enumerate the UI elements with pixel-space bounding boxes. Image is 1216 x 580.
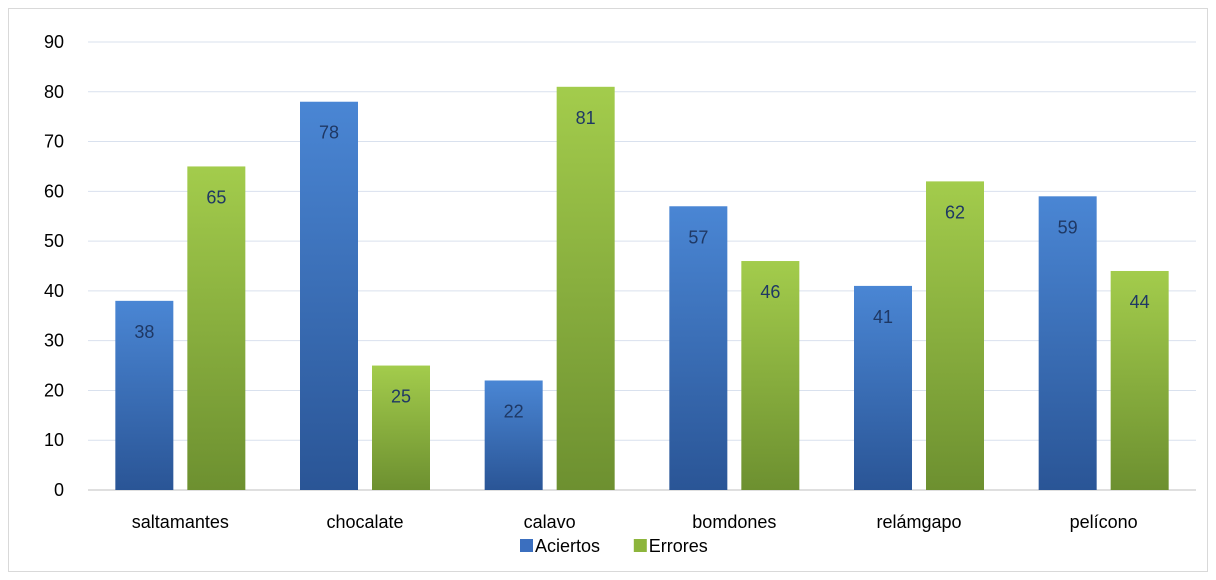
data-label: 78: [319, 123, 339, 143]
data-label: 22: [504, 401, 524, 421]
bar-aciertos: [484, 380, 543, 490]
y-tick-label: 0: [54, 480, 64, 500]
y-tick-label: 10: [44, 430, 64, 450]
data-label: 62: [945, 202, 965, 222]
data-label: 25: [391, 387, 411, 407]
bar-aciertos: [854, 285, 912, 490]
data-label: 41: [873, 307, 893, 327]
bars: [115, 86, 1169, 491]
y-tick-label: 80: [44, 82, 64, 102]
y-tick-label: 20: [44, 380, 64, 400]
legend-swatch-aciertos: [520, 539, 533, 552]
legend: Aciertos Errores: [520, 536, 708, 556]
data-label: 65: [206, 187, 226, 207]
x-axis-categories: saltamantes chocalate calavo bomdones relámg…: [132, 512, 1138, 532]
data-label: 46: [760, 282, 780, 302]
bar-aciertos: [1038, 196, 1097, 491]
bar-errores: [556, 86, 615, 491]
category-label: bomdones: [692, 512, 776, 532]
data-label: 38: [134, 322, 154, 342]
legend-swatch-errores: [633, 539, 647, 552]
data-label: 44: [1130, 292, 1150, 312]
y-tick-label: 30: [44, 331, 64, 351]
bar-aciertos: [300, 101, 358, 490]
data-label: 57: [688, 227, 708, 247]
y-axis-ticks: 0 10 20 30 40 50 60 70 80 90: [44, 32, 64, 500]
bar-errores: [741, 261, 800, 490]
bar-errores: [372, 365, 430, 490]
bar-aciertos: [669, 206, 728, 490]
y-tick-label: 90: [44, 32, 64, 52]
gridlines: [88, 41, 1196, 491]
category-label: relámgapo: [876, 512, 961, 532]
category-label: pelícono: [1070, 512, 1138, 532]
legend-label-aciertos: Aciertos: [535, 536, 600, 556]
category-label: calavo: [524, 512, 576, 532]
y-tick-label: 40: [44, 281, 64, 301]
data-label: 81: [576, 108, 596, 128]
bar-errores: [926, 181, 984, 490]
bar-aciertos: [115, 300, 174, 490]
bar-errores: [1110, 270, 1169, 490]
data-label: 59: [1058, 217, 1078, 237]
category-label: chocalate: [326, 512, 403, 532]
y-tick-label: 60: [44, 181, 64, 201]
y-tick-label: 50: [44, 231, 64, 251]
data-labels: 38 65 78 25 22 81 57 46 41 62 59 44: [134, 108, 1149, 422]
legend-label-errores: Errores: [649, 536, 708, 556]
category-label: saltamantes: [132, 512, 229, 532]
y-tick-label: 70: [44, 132, 64, 152]
bar-errores: [187, 166, 246, 490]
